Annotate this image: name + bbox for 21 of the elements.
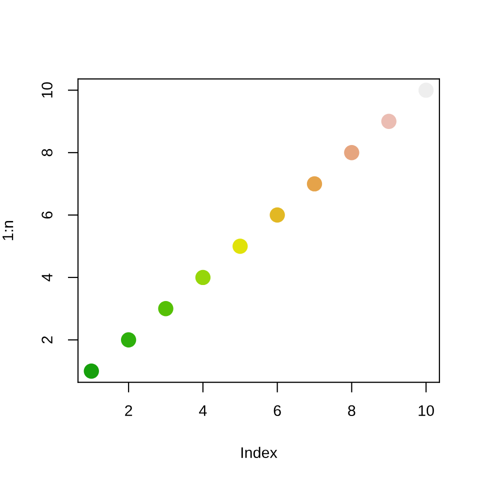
y-tick-label: 6 [42,211,52,219]
point [270,207,285,223]
x-tick-label: 2 [125,405,132,416]
point [381,114,396,130]
y-tick-label: 2 [42,336,52,344]
y-tick-label: 4 [42,274,52,282]
x-tick-label: 6 [274,405,281,416]
x-tick-label: 10 [418,405,434,416]
x-tick-label: 8 [348,405,356,416]
x-axis-title: Index [241,446,278,458]
point [306,176,322,192]
y-axis-title: 1:n [2,221,14,240]
y-tick-label: 10 [42,82,52,98]
x-tick-label: 4 [199,405,207,416]
point [158,301,174,316]
point [344,145,360,160]
point [195,270,211,286]
point [232,238,248,254]
point [84,363,99,379]
y-tick-label: 8 [42,149,52,156]
point [120,332,136,348]
